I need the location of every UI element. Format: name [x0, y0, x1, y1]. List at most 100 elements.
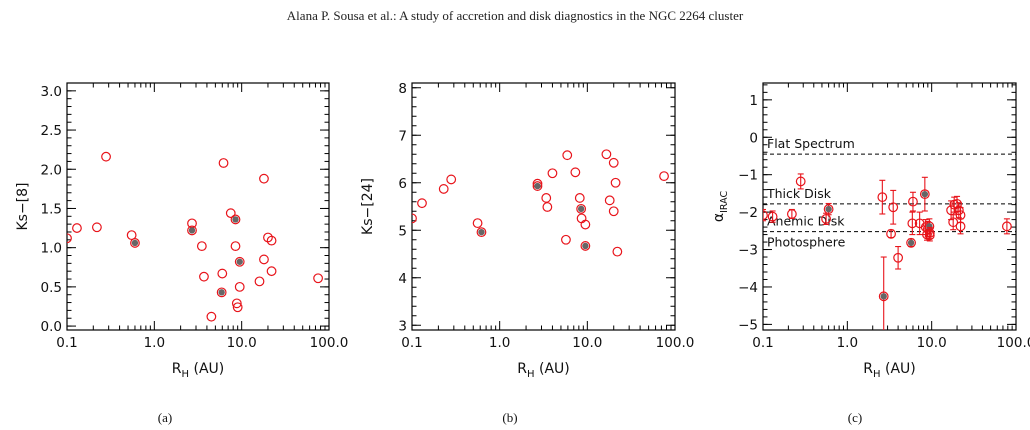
data-point-fill [218, 289, 225, 296]
x-axis-label: RH (AU) [863, 361, 915, 380]
x-tick-label: 0.1 [752, 335, 773, 351]
data-point [574, 193, 585, 203]
data-point-fill [907, 239, 915, 247]
y-tick-label: 3 [398, 318, 407, 334]
data-point [878, 291, 889, 302]
data-point [217, 268, 228, 279]
data-point [446, 174, 457, 185]
data-point-fill [478, 228, 485, 236]
data-point [225, 208, 236, 219]
x-tick-label: 1.0 [837, 335, 858, 351]
data-point [612, 246, 623, 257]
data-point [438, 184, 449, 194]
chart-b: 0.1 1.0 10.0 100.0 3 4 5 6 7 8 RH (AU) Ks−[24] (b) [360, 81, 694, 425]
data-point [476, 227, 487, 238]
data-point [886, 228, 896, 239]
data-point-fill [577, 205, 585, 213]
data-point [266, 266, 277, 277]
y-tick-label: 8 [398, 81, 407, 97]
y-axis-label: αIRAC [711, 191, 730, 223]
y-tick-label: −5 [738, 317, 758, 333]
page-header: Alana P. Sousa et al.: A study of accret… [286, 8, 744, 23]
data-point [907, 218, 918, 229]
data-point [259, 254, 269, 265]
x-axis-label: RH (AU) [517, 361, 569, 380]
data-point [601, 149, 612, 160]
x-tick-label: 100.0 [310, 335, 349, 351]
data-point [313, 273, 323, 284]
data-point-fill [921, 190, 929, 198]
data-point [823, 204, 834, 215]
x-tick-label: 10.0 [572, 335, 602, 351]
panel-caption: (b) [502, 410, 517, 425]
data-point [231, 298, 242, 309]
data-point-fill [582, 242, 589, 250]
y-tick-label: 6 [398, 176, 407, 192]
reference-line-label: Thick Disk [766, 186, 832, 201]
chart-c: 0.1 1.0 10.0 100.0 −5 −4 −3 −2 −1 0 1 Flat Spectrum… [711, 82, 1030, 425]
y-tick-label: −4 [738, 280, 758, 296]
data-point [952, 198, 962, 209]
data-point [266, 235, 277, 246]
data-point [767, 211, 778, 222]
data-point-fill [131, 239, 139, 247]
x-axis-label: RH (AU) [172, 361, 224, 380]
data-point [541, 193, 552, 203]
data-point [570, 167, 581, 178]
data-point [948, 217, 959, 228]
data-point [234, 281, 245, 292]
data-point [532, 181, 543, 191]
data-point-fill [880, 293, 887, 300]
plot-frame [66, 82, 330, 331]
data-point [230, 241, 241, 251]
data-point [417, 198, 427, 209]
data-point [604, 195, 615, 206]
data-point [919, 189, 930, 200]
x-tick-label: 0.1 [401, 335, 422, 351]
data-point-fill [236, 258, 243, 265]
y-tick-label: 4 [398, 271, 407, 287]
y-tick-label: 0 [749, 130, 758, 146]
data-point [576, 213, 587, 224]
data-point [953, 205, 964, 216]
data-point [72, 223, 82, 233]
data-point [608, 206, 619, 217]
data-point [562, 150, 573, 161]
data-point [259, 173, 269, 184]
data-point [232, 302, 243, 313]
x-tick-label: 1.0 [144, 335, 165, 351]
data-point [795, 176, 806, 187]
plot-frame [762, 82, 1017, 331]
data-point [580, 241, 591, 251]
data-point [254, 276, 265, 287]
data-point [610, 177, 621, 188]
data-point [472, 218, 483, 229]
y-tick-label: 5 [398, 223, 407, 239]
y-tick-label: 7 [398, 128, 407, 144]
data-point [576, 203, 587, 214]
data-point-fill [534, 182, 541, 190]
y-tick-label: −1 [738, 168, 758, 184]
y-tick-label: 1 [749, 93, 758, 109]
y-tick-label: 1.5 [41, 201, 62, 217]
data-point-fill [188, 227, 196, 234]
panel-caption: (a) [158, 410, 172, 425]
data-point [234, 256, 245, 267]
data-point [908, 196, 918, 207]
data-point [877, 192, 888, 203]
x-tick-label: 10.0 [227, 335, 257, 351]
data-point [888, 202, 899, 213]
data-point [101, 151, 111, 162]
y-axis-label: Ks−[24] [360, 178, 376, 235]
data-point [763, 210, 768, 221]
y-tick-label: 0.5 [41, 280, 62, 296]
y-tick-label: −3 [738, 243, 758, 259]
data-point [412, 213, 417, 224]
data-point [230, 214, 241, 225]
data-point [924, 228, 935, 238]
data-point [580, 219, 591, 230]
y-tick-label: 2.0 [41, 162, 62, 178]
x-tick-label: 0.1 [56, 335, 77, 351]
x-tick-label: 10.0 [917, 335, 947, 351]
data-point [659, 171, 669, 181]
